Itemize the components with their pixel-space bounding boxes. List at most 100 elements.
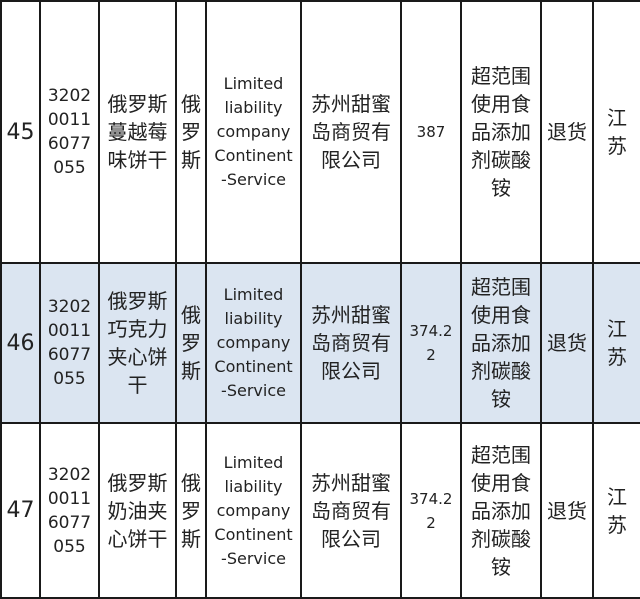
action-line: 退货 (547, 331, 587, 355)
manufacturer-line: Continent (214, 524, 293, 544)
country-line: 俄 (181, 470, 201, 495)
cell-weight: 374.2 2 (400, 422, 462, 599)
manufacturer-line: liability (224, 309, 283, 328)
port-line: 苏 (607, 134, 627, 158)
cell-code: 3202 0011 6077 055 (39, 422, 100, 599)
manufacturer-line: -Service (221, 170, 286, 189)
product-line: 干 (127, 373, 148, 397)
manufacturer-line: Limited (223, 452, 284, 472)
cell-code: 3202 0011 6077 055 (39, 0, 100, 264)
importer-line: 限公司 (321, 148, 381, 172)
cell-action: 退货 (540, 262, 594, 424)
code-line: 055 (53, 536, 86, 557)
port-line: 江 (607, 106, 627, 130)
cell-reason: 超范围使用食品添加剂碳酸铵 (460, 0, 542, 264)
cell-port: 江苏 (592, 262, 640, 424)
reason-line: 品添加 (471, 498, 531, 523)
table-row: 46 3202 0011 6077 055 俄罗斯 巧克力 夹心饼干俄罗斯 Limited lia… (0, 262, 640, 424)
weight-line: 387 (416, 123, 446, 141)
reason-line: 超范围 (471, 275, 531, 299)
code-line: 3202 (47, 86, 92, 106)
importer-line: 苏州甜蜜 (311, 92, 391, 116)
code-line: 6077 (47, 345, 92, 365)
manufacturer-line: -Service (221, 548, 286, 568)
cell-weight: 387 (400, 0, 462, 264)
code-line: 055 (53, 369, 86, 389)
manufacturer-line: company (216, 500, 291, 520)
product-line: 巧克力 (107, 317, 168, 341)
reason-line: 使用食 (471, 470, 531, 495)
cell-action: 退货 (540, 0, 594, 264)
reason-line: 剂碳酸 (471, 148, 531, 172)
table-row: 45 3202 0011 6077 055 俄罗斯 蔓越莓 味饼干俄罗斯 Limited liab… (0, 0, 640, 264)
country-line: 斯 (181, 359, 201, 383)
cell-product: 俄罗斯 蔓越莓 味饼干 (98, 0, 177, 264)
code-line: 0011 (47, 488, 92, 509)
manufacturer-line: liability (224, 476, 283, 496)
importer-line: 苏州甜蜜 (311, 303, 391, 327)
cell-no: 45 (0, 0, 41, 264)
importer-line: 苏州甜蜜 (311, 470, 391, 495)
manufacturer-line: company (216, 333, 291, 352)
code-line: 0011 (47, 321, 92, 341)
country-line: 斯 (181, 526, 201, 551)
manufacturer-line: company (216, 122, 291, 141)
manufacturer-line: Continent (214, 146, 293, 165)
manufacturer-line: Limited (223, 285, 284, 304)
country-line: 俄 (181, 303, 201, 327)
reason-line: 品添加 (471, 120, 531, 144)
cell-country: 俄罗斯 (175, 0, 207, 264)
manufacturer-line: liability (224, 98, 283, 117)
reason-line: 超范围 (471, 442, 531, 467)
cell-country: 俄罗斯 (175, 262, 207, 424)
product-line: 夹心饼 (107, 345, 168, 369)
reason-line: 铵 (491, 176, 511, 200)
action-line: 退货 (547, 498, 587, 523)
cell-no: 47 (0, 422, 41, 599)
weight-line: 2 (426, 513, 436, 532)
cell-port: 江苏 (592, 422, 640, 599)
table-row: 47 3202 0011 6077 055 俄罗斯 奶油夹 心饼干俄罗斯 Limited liab… (0, 422, 640, 599)
cell-product: 俄罗斯 巧克力 夹心饼干 (98, 262, 177, 424)
reason-line: 使用食 (471, 92, 531, 116)
code-line: 3202 (47, 297, 92, 317)
port-line: 苏 (607, 512, 627, 537)
country-line: 斯 (181, 148, 201, 172)
cell-product: 俄罗斯 奶油夹 心饼干 (98, 422, 177, 599)
port-line: 江 (607, 484, 627, 509)
manufacturer-line: Continent (214, 357, 293, 376)
importer-line: 限公司 (321, 359, 381, 383)
code-line: 6077 (47, 512, 92, 533)
cell-manufacturer: Limited liability company Continent -Service (205, 0, 302, 264)
weight-line: 2 (426, 346, 436, 364)
country-line: 罗 (181, 120, 201, 144)
manufacturer-line: -Service (221, 381, 286, 400)
importer-line: 岛商贸有 (311, 498, 391, 523)
action-line: 退货 (547, 120, 587, 144)
product-line: 奶油夹 (107, 498, 168, 523)
port-line: 苏 (607, 345, 627, 369)
product-line: 心饼干 (107, 526, 168, 551)
port-line: 江 (607, 317, 627, 341)
country-line: 俄 (181, 92, 201, 116)
cell-no: 46 (0, 262, 41, 424)
reason-line: 铵 (491, 554, 511, 579)
product-line: 俄罗斯 (107, 470, 168, 495)
cell-importer: 苏州甜蜜岛商贸有限公司 (300, 422, 402, 599)
cell-manufacturer: Limited liability company Continent -Service (205, 262, 302, 424)
reason-line: 剂碳酸 (471, 526, 531, 551)
product-line: 味饼干 (107, 148, 168, 172)
cell-reason: 超范围使用食品添加剂碳酸铵 (460, 422, 542, 599)
weight-line: 374.2 (409, 322, 453, 340)
cell-action: 退货 (540, 422, 594, 599)
code-line: 055 (53, 158, 86, 178)
cell-importer: 苏州甜蜜 岛商贸有 限公司 (300, 262, 402, 424)
cell-reason: 超范围 使用食 品添加 剂碳酸铵 (460, 262, 542, 424)
importer-line: 限公司 (321, 526, 381, 551)
reason-line: 超范围 (471, 64, 531, 88)
weight-line: 374.2 (409, 489, 453, 508)
reason-line: 铵 (491, 387, 511, 411)
manufacturer-line: Limited (223, 74, 284, 93)
cell-weight: 374.2 2 (400, 262, 462, 424)
